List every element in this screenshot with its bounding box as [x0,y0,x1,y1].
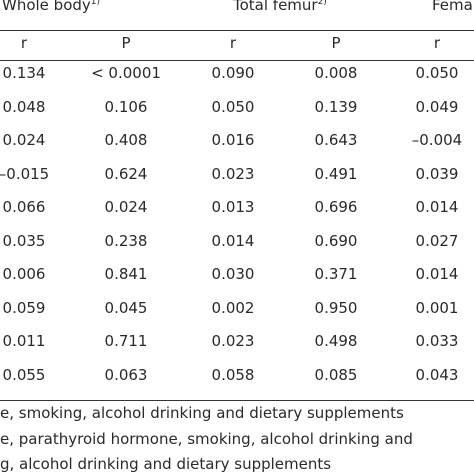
table-cell: 0.711 [104,332,148,350]
table-cell: 0.039 [415,164,459,183]
table-cell: 0.048 [2,97,46,116]
table-cell: 0.045 [104,298,148,317]
table-cell: 0.050 [415,64,459,82]
table-cell: 0.013 [211,198,255,216]
table-row: 0.011 0.711 0.023 0.498 0.033 [0,332,474,364]
table-row: 0.035 0.238 0.014 0.690 0.027 [0,232,474,264]
table-row: 0.059 0.045 0.002 0.950 0.001 [0,299,474,331]
table-row: 0.055 0.063 0.058 0.085 0.043 [0,366,474,398]
table-cell: 0.049 [415,97,459,116]
footnote-marker: 1) [90,0,101,7]
col-r-2: r [229,34,237,52]
table-cell: 0.055 [2,365,46,384]
col-r-1: r [20,34,28,52]
group-whole-body: Whole body1) [2,0,100,14]
col-r-3: r [433,34,441,52]
table-cell: 0.139 [314,97,358,116]
table-cell: 0.043 [415,365,459,384]
group-header: Whole body1) Total femur2) Fema [0,0,474,30]
table-cell: 0.066 [2,198,46,216]
header-rule [0,30,474,31]
table-cell: 0.011 [2,332,46,350]
footnote-line: e, parathyroid hormone, smoking, alcohol… [0,430,413,448]
table-cell: 0.498 [314,332,358,350]
subheader-rule [0,60,474,61]
bottom-rule [0,400,474,401]
table-cell: 0.027 [415,231,459,250]
table-cell: 0.016 [211,131,255,149]
table-cell: 0.030 [211,265,255,283]
table-cell: 0.841 [104,265,148,283]
table-row: 0.066 0.024 0.013 0.696 0.014 [0,198,474,230]
table-cell: 0.023 [211,164,255,183]
table-cell: 0.106 [104,97,148,116]
group-label: Whole body [2,0,91,14]
table-cell: 0.690 [314,231,358,250]
table-cell: 0.050 [211,97,255,116]
col-p-2: P [331,34,341,52]
table-cell: 0.035 [2,231,46,250]
footnote-marker: 2) [317,0,327,7]
table-cell: 0.371 [314,265,358,283]
table-cell: 0.014 [415,265,459,283]
table-cell: 0.090 [211,64,255,82]
col-p-1: P [121,34,131,52]
table-cell: 0.059 [2,298,46,317]
table-cell: –0.004 [411,131,463,149]
table-cell: 0.238 [104,231,148,250]
table-cell: 0.001 [415,298,459,317]
table-cell: 0.950 [314,298,358,317]
table-cell: 0.058 [211,365,255,384]
footnote-line: e, smoking, alcohol drinking and dietary… [0,404,404,422]
table-cell: 0.008 [314,64,358,82]
table-cell: 0.002 [211,298,255,317]
table-cell: 0.643 [314,131,358,149]
table-cell: 0.134 [2,64,46,82]
table-row: 0.134 < 0.0001 0.090 0.008 0.050 [0,64,474,96]
group-femoral: Fema [432,0,473,14]
table-cell: 0.696 [314,198,358,216]
table-row: 0.024 0.408 0.016 0.643 –0.004 [0,131,474,163]
table-row: 0.048 0.106 0.050 0.139 0.049 [0,98,474,130]
group-label: Total femur [233,0,318,14]
table-cell: 0.024 [2,131,46,149]
table-cell: 0.023 [211,332,255,350]
group-total-femur: Total femur2) [233,0,327,14]
table-cell: 0.014 [415,198,459,216]
table-cell: 0.024 [104,198,148,216]
table-cell: 0.085 [314,365,358,384]
table-cell: 0.408 [104,131,148,149]
table-cell: 0.033 [415,332,459,350]
table-cell: 0.006 [2,265,46,283]
table-row: –0.015 0.624 0.023 0.491 0.039 [0,165,474,197]
table-cell: 0.624 [104,164,148,183]
table-cell: 0.491 [314,164,358,183]
table-cell: 0.014 [211,231,255,250]
table-cell: < 0.0001 [91,64,161,82]
group-label: Fema [432,0,473,14]
table-cell: 0.063 [104,365,148,384]
table-cell: –0.015 [0,164,50,183]
table-row: 0.006 0.841 0.030 0.371 0.014 [0,265,474,297]
footnote-line: g, alcohol drinking and dietary suppleme… [0,455,332,473]
